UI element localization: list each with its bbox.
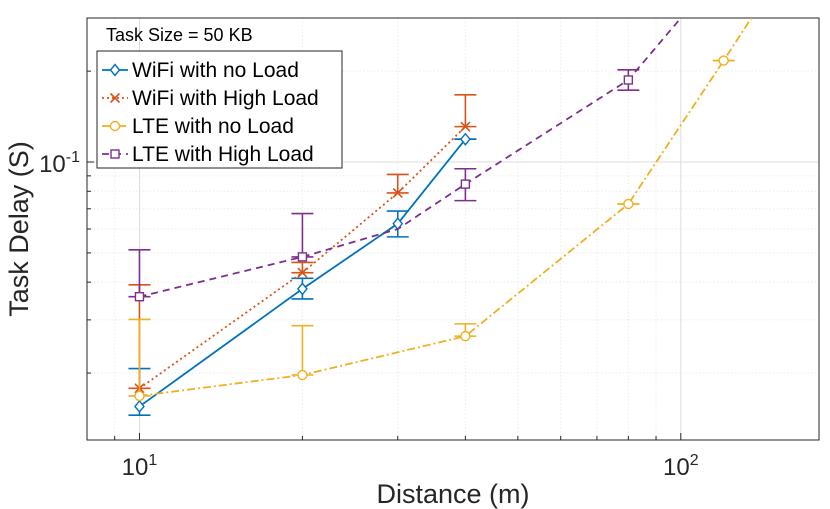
legend-label: LTE with no Load bbox=[132, 115, 294, 138]
x-tick-label: 102 bbox=[663, 452, 699, 481]
series-3 bbox=[128, 18, 753, 402]
legend-entry: LTE with no Load bbox=[102, 115, 294, 138]
legend-swatch-marker bbox=[109, 63, 121, 77]
legend-label: WiFi with no Load bbox=[132, 59, 299, 82]
chart-title: Task Size = 50 KB bbox=[106, 25, 253, 45]
data-point bbox=[623, 75, 634, 85]
data-point bbox=[297, 267, 308, 278]
series-line bbox=[138, 138, 467, 408]
data-point bbox=[134, 390, 145, 402]
legend-box bbox=[96, 50, 343, 169]
data-point-stroke bbox=[297, 267, 308, 278]
legend-entry: LTE with High Load bbox=[102, 143, 314, 166]
series-1 bbox=[128, 132, 477, 416]
legend-entry: WiFi with High Load bbox=[102, 87, 319, 110]
legend-entry: WiFi with no Load bbox=[102, 59, 299, 82]
series-group bbox=[128, 18, 753, 416]
ticks: 101 102 10-1 bbox=[39, 70, 699, 481]
legend-swatch-marker bbox=[109, 92, 121, 104]
data-point bbox=[460, 330, 471, 342]
x-axis-label: Distance (m) bbox=[376, 479, 529, 509]
data-point bbox=[297, 252, 308, 262]
data-point bbox=[718, 55, 729, 66]
y-axis-label: Task Delay (S) bbox=[4, 141, 34, 317]
data-point bbox=[460, 179, 471, 189]
y-tick-label: 10-1 bbox=[39, 149, 80, 178]
x-tick-label: 101 bbox=[122, 452, 158, 481]
legend: WiFi with no Load WiFi with High Load LTE … bbox=[96, 50, 343, 169]
data-point bbox=[297, 369, 308, 381]
data-point bbox=[134, 292, 145, 302]
legend-swatch-marker bbox=[109, 120, 121, 132]
data-point-stroke bbox=[460, 121, 471, 132]
series-line bbox=[138, 125, 467, 390]
legend-swatch-marker-stroke bbox=[109, 92, 121, 104]
data-point bbox=[623, 198, 634, 210]
series-4 bbox=[128, 18, 682, 302]
series-line bbox=[139, 18, 753, 397]
data-point bbox=[459, 132, 471, 146]
data-point bbox=[297, 282, 308, 296]
legend-label: LTE with High Load bbox=[132, 143, 314, 166]
data-point-stroke bbox=[392, 187, 403, 198]
legend-label: WiFi with High Load bbox=[132, 87, 319, 110]
data-point bbox=[392, 187, 403, 198]
data-point bbox=[460, 121, 471, 132]
legend-swatch-marker bbox=[110, 149, 120, 159]
data-point bbox=[134, 399, 145, 414]
